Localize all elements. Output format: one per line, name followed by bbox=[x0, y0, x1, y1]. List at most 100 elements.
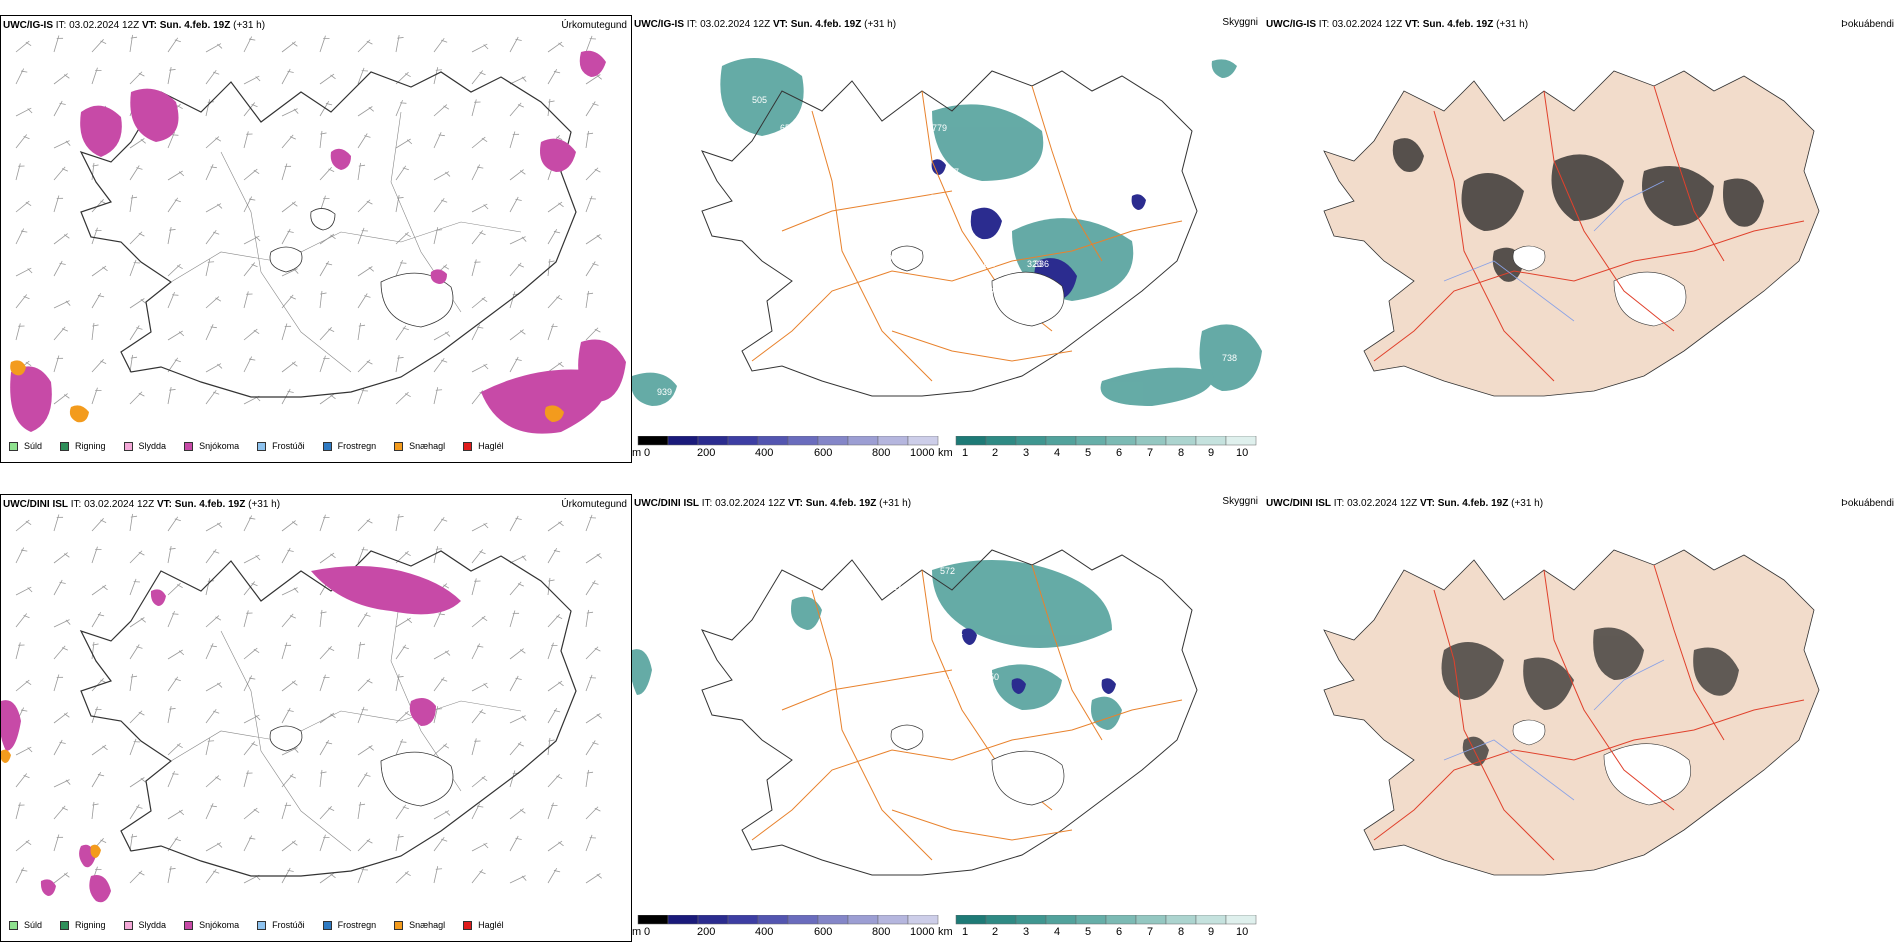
wind-barb bbox=[129, 710, 145, 724]
wind-barb bbox=[395, 738, 407, 756]
legend-swatch bbox=[123, 920, 133, 930]
legend-swatch bbox=[9, 441, 18, 451]
wind-barb bbox=[205, 522, 223, 532]
wind-barb bbox=[509, 610, 520, 628]
wind-barb bbox=[547, 707, 561, 724]
wind-barb bbox=[395, 259, 407, 277]
wind-barb bbox=[319, 646, 335, 660]
wind-barb bbox=[357, 293, 371, 309]
wind-barb bbox=[585, 290, 594, 309]
wind-barb bbox=[53, 674, 64, 692]
panel-title: Skyggni bbox=[1222, 17, 1258, 28]
scale-segment bbox=[985, 436, 1017, 446]
wind-barb bbox=[547, 642, 558, 660]
wind-barb bbox=[357, 678, 373, 692]
wind-barb bbox=[243, 291, 253, 309]
wind-barb bbox=[509, 875, 527, 884]
wind-barb bbox=[243, 714, 261, 724]
scale-labels-km: km 1 2 3 4 5 6 7 8 9 10 bbox=[938, 447, 1249, 459]
wind-barb bbox=[509, 102, 524, 117]
wind-barb bbox=[53, 619, 71, 628]
wind-barb bbox=[205, 803, 217, 820]
wind-barb bbox=[433, 37, 448, 53]
wind-barb bbox=[433, 810, 451, 820]
legend-swatch bbox=[123, 441, 133, 451]
scale-labels-m: m 0 200 400 600 800 1000 bbox=[632, 926, 935, 938]
scale-segment bbox=[1045, 436, 1077, 446]
scale-segment bbox=[985, 915, 1017, 925]
wind-barb bbox=[471, 578, 481, 596]
wind-barb bbox=[53, 645, 68, 660]
wind-barb bbox=[167, 197, 181, 213]
wind-barb bbox=[167, 131, 179, 149]
wind-barb bbox=[205, 868, 220, 884]
wind-barb bbox=[585, 74, 602, 85]
wind-barb bbox=[243, 75, 261, 85]
visibility-value: 135 bbox=[897, 183, 912, 193]
visibility-value: 129 bbox=[1032, 275, 1047, 285]
wind-barb bbox=[547, 323, 558, 341]
panel-header: UWC/DINI ISL IT: 03.02.2024 12Z VT: Sun.… bbox=[3, 499, 281, 510]
visibility-value: 336 bbox=[1034, 259, 1049, 269]
wind-barb bbox=[205, 43, 223, 53]
wind-barb bbox=[205, 708, 220, 724]
wind-barb bbox=[471, 549, 486, 564]
wind-barb bbox=[129, 325, 143, 341]
wind-barb bbox=[547, 614, 563, 628]
wind-barb bbox=[243, 741, 258, 756]
wind-barb bbox=[91, 611, 105, 628]
glaciers bbox=[890, 724, 1065, 806]
wind-barb bbox=[281, 547, 294, 564]
legend-item: Frostúði bbox=[257, 920, 305, 930]
wind-barb bbox=[205, 682, 223, 692]
wind-barb bbox=[433, 227, 443, 245]
wind-barb bbox=[319, 712, 336, 724]
wind-barb bbox=[319, 327, 335, 341]
visibility-value: 572 bbox=[940, 566, 955, 576]
wind-barb bbox=[167, 676, 181, 692]
wind-barb bbox=[319, 872, 336, 884]
wind-barb bbox=[129, 550, 145, 564]
legend-swatch bbox=[184, 441, 194, 451]
panel-title: Þokuábendi bbox=[1841, 19, 1894, 30]
wind-barb bbox=[243, 36, 256, 53]
wind-barb bbox=[129, 194, 138, 213]
wind-barb bbox=[471, 136, 488, 149]
wind-barb bbox=[509, 356, 522, 373]
scale-segment bbox=[955, 436, 987, 446]
wind-barb bbox=[509, 329, 526, 341]
scale-segment bbox=[1075, 915, 1107, 925]
wind-barb bbox=[585, 167, 601, 181]
wind-barb bbox=[205, 548, 220, 564]
wind-barb bbox=[319, 73, 336, 85]
wind-barb bbox=[15, 267, 33, 277]
wind-barb bbox=[91, 584, 108, 596]
wind-barb bbox=[547, 201, 564, 213]
wind-barb bbox=[129, 673, 138, 692]
wind-barb bbox=[547, 68, 561, 85]
wind-barb bbox=[585, 740, 599, 756]
wind-barb bbox=[243, 196, 256, 213]
wind-barb bbox=[243, 874, 261, 884]
wind-barb bbox=[15, 586, 33, 596]
panel-title: Skyggni bbox=[1222, 496, 1258, 507]
wind-barb bbox=[395, 804, 409, 820]
legend-swatch bbox=[257, 920, 267, 930]
wind-barb bbox=[471, 203, 489, 213]
wind-barb bbox=[281, 388, 294, 405]
wind-barb bbox=[547, 228, 561, 245]
wind-barb bbox=[281, 68, 294, 85]
wind-barb bbox=[319, 739, 333, 756]
wind-barb bbox=[205, 136, 222, 149]
wind-barb bbox=[585, 713, 602, 724]
wind-barb bbox=[509, 648, 526, 660]
wind-barb bbox=[433, 331, 451, 341]
precip-type-panel-bottom: UWC/DINI ISL IT: 03.02.2024 12Z VT: Sun.… bbox=[0, 494, 632, 942]
wind-barb bbox=[167, 387, 176, 405]
wind-barb bbox=[243, 581, 258, 596]
glaciers bbox=[269, 725, 454, 807]
wind-barb bbox=[547, 41, 564, 53]
wind-barb bbox=[205, 363, 223, 373]
scale-segment bbox=[1225, 915, 1257, 925]
wind-barb bbox=[281, 41, 298, 53]
